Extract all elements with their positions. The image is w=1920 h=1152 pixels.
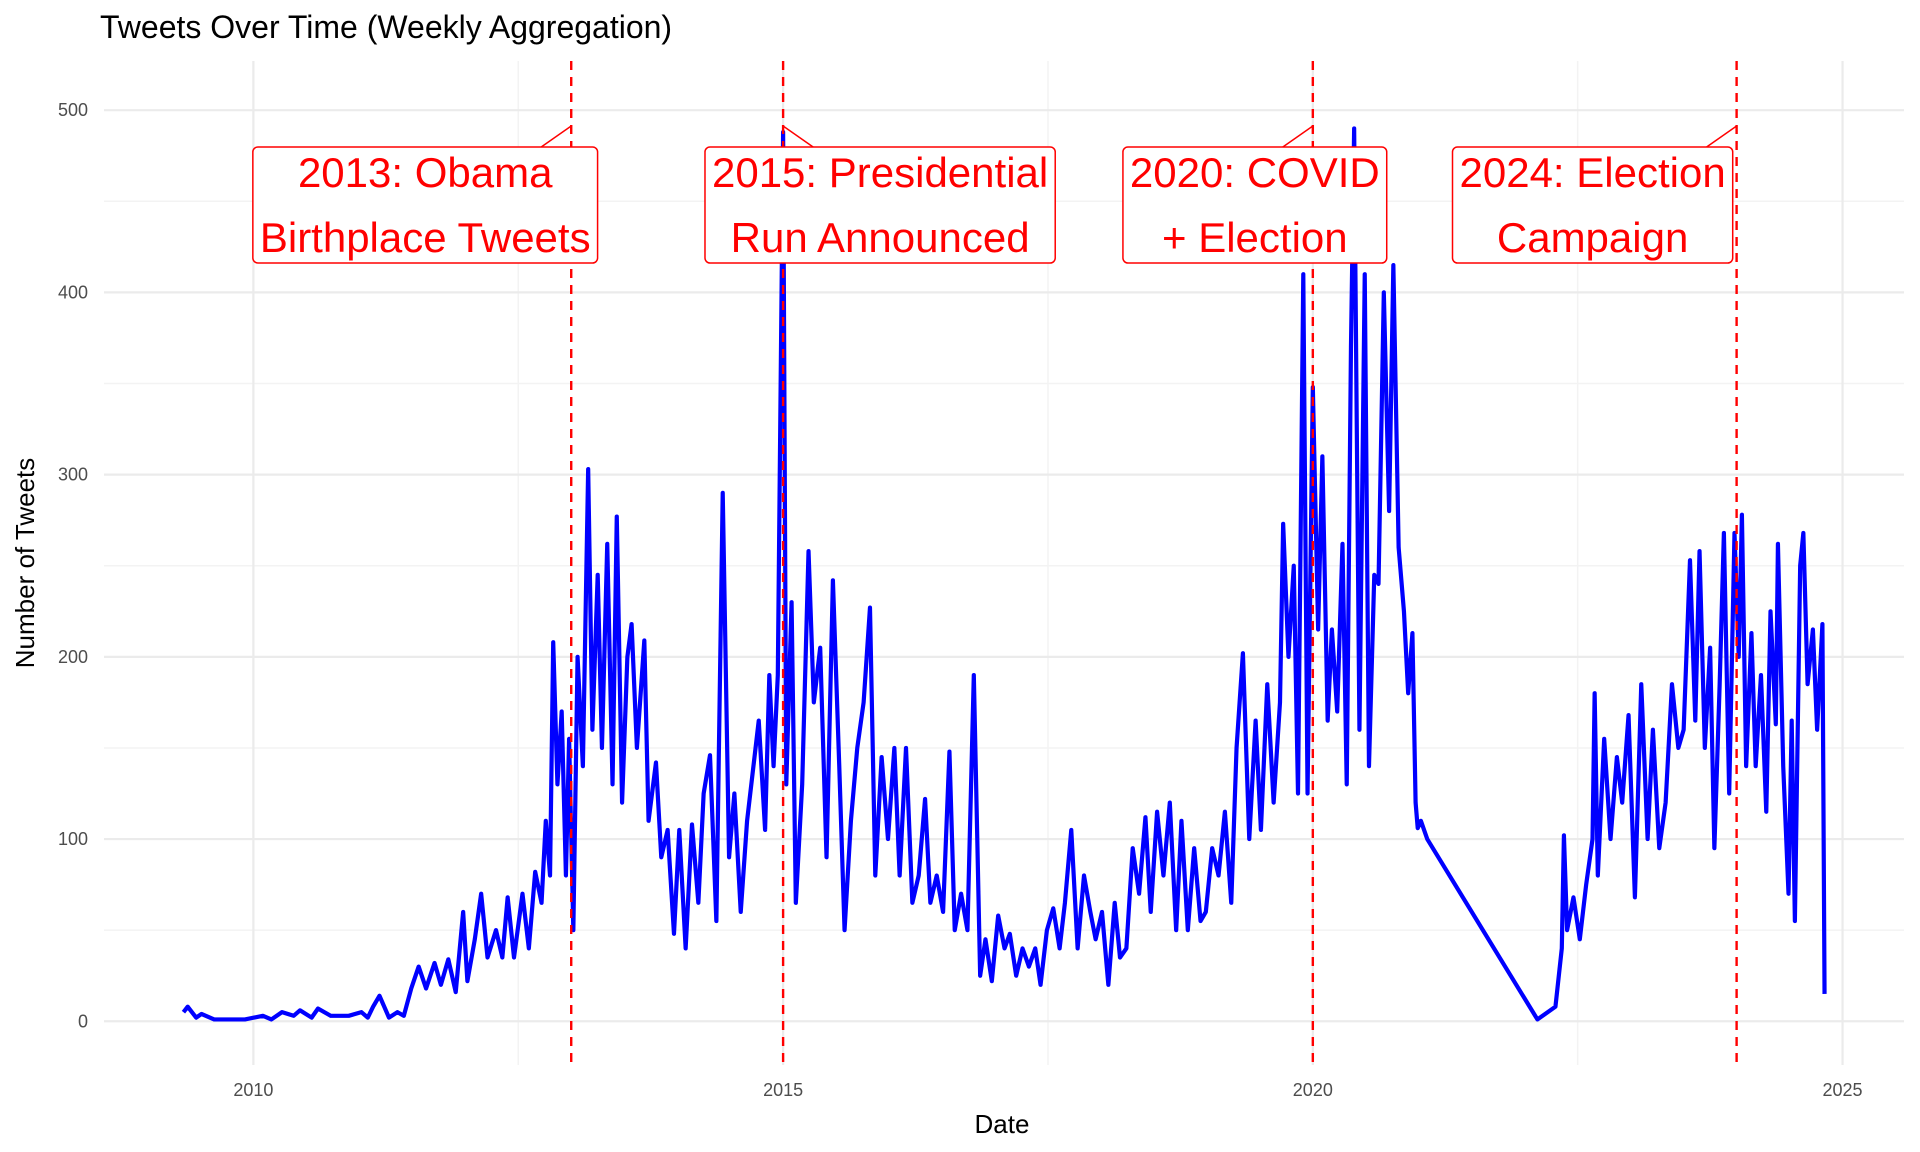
annotation-text: 2024: Election (1460, 149, 1726, 196)
annotation-box (704, 146, 1056, 264)
y-tick-label: 200 (58, 647, 88, 667)
x-tick-label: 2025 (1823, 1080, 1863, 1100)
annotation-leader (1282, 125, 1314, 148)
x-axis-label: Date (975, 1109, 1030, 1139)
y-tick-label: 400 (58, 282, 88, 302)
annotation: 2020: COVID + Election (1122, 146, 1388, 264)
chart-title: Tweets Over Time (Weekly Aggregation) (100, 9, 672, 45)
annotation-leader (782, 125, 814, 148)
data-line (181, 126, 1827, 1022)
annotation-text: 2015: Presidential (712, 149, 1048, 196)
x-tick-label: 2015 (763, 1080, 803, 1100)
annotation-box (1451, 146, 1734, 264)
annotation-text: Campaign (1497, 214, 1688, 261)
annotation-leader (540, 125, 572, 148)
annotation-text: 2013: Obama (298, 149, 553, 196)
y-tick-label: 500 (58, 100, 88, 120)
y-tick-label: 100 (58, 829, 88, 849)
x-tick-label: 2010 (233, 1080, 273, 1100)
annotation: 2024: Election Campaign (1451, 146, 1734, 264)
annotation-text: 2020: COVID (1130, 149, 1380, 196)
annotation-box (252, 146, 599, 264)
annotation-text: Birthplace Tweets (260, 214, 591, 261)
x-tick-label: 2020 (1293, 1080, 1333, 1100)
annotation-box (1122, 146, 1388, 264)
annotation: 2015: Presidential Run Announced (704, 146, 1056, 264)
annotation-text: + Election (1162, 214, 1348, 261)
annotation: 2013: Obama Birthplace Tweets (252, 146, 599, 264)
annotation-leader (1706, 125, 1738, 148)
annotation-text: Run Announced (731, 214, 1030, 261)
y-tick-label: 0 (78, 1011, 88, 1031)
y-axis-label: Number of Tweets (10, 458, 40, 669)
y-tick-label: 300 (58, 465, 88, 485)
